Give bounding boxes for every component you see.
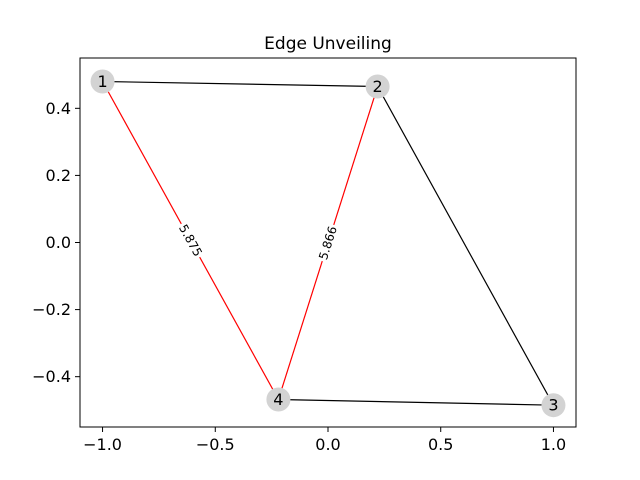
nodes-layer: 1 2 3 4 [90,69,566,418]
y-tick-label: 0.0 [46,233,71,252]
edge-label-background [314,222,342,264]
chart-title: Edge Unveiling [264,34,392,54]
node-marker [266,387,291,412]
x-tick-label: 0.5 [428,435,453,454]
edge-label-background [174,219,207,261]
node-label: 4 [273,390,283,409]
x-tick-label: −0.5 [196,435,235,454]
y-tick-label: −0.2 [32,300,71,319]
node-3: 3 [541,393,566,418]
edge-labels-layer: 5.875 5.866 [174,219,342,264]
edge-label-text: 5.875 [176,222,205,259]
edge-2-3 [377,86,554,406]
y-tick-label: −0.4 [32,367,71,386]
node-label: 2 [373,77,383,96]
node-label: 3 [548,396,558,415]
node-marker [90,69,115,94]
edge-label-2-4: 5.866 [314,222,342,264]
x-tick-label: 0.0 [315,435,340,454]
y-tick-label: 0.2 [46,166,71,185]
edge-1-2 [102,80,378,88]
x-tick-label: 1.0 [541,435,566,454]
edge-label-1-4: 5.875 [174,219,207,261]
node-marker [541,393,566,418]
node-1: 1 [90,69,115,94]
node-2: 2 [365,74,390,99]
node-marker [365,74,390,99]
node-label: 1 [97,72,107,91]
y-tick-label: 0.4 [46,99,71,118]
edge-3-4 [278,398,554,406]
x-tick-label: −1.0 [83,435,122,454]
node-4: 4 [266,387,291,412]
ticks-layer: −1.0 −0.5 0.0 0.5 1.0 −0.4 −0.2 0.0 0.2 0.4 [32,99,566,454]
